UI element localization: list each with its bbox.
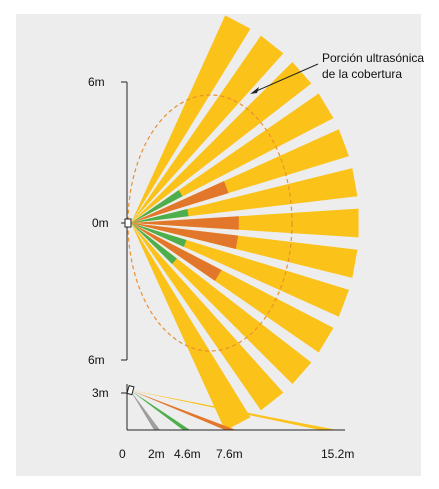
beam-4 [131,93,334,224]
side-ray-orange [130,390,236,430]
side-sensor-icon [126,385,135,396]
side-ray-green [130,390,190,430]
sensor-icon [124,218,132,228]
y-label-bottom: 6m [88,353,105,367]
ultrasonic-coverage-ellipse [127,94,293,352]
beam-2 [131,35,284,223]
x-tick-0: 0 [119,447,126,461]
side-ray-yellow [130,390,337,430]
x-tick-2m: 2m [148,447,165,461]
inner-mark-green-beam-3 [131,190,183,223]
inner-mark-green-beam-10 [131,223,177,264]
x-tick-7-6m: 7.6m [216,447,243,461]
x-tick-15-2m: 15.2m [321,447,354,461]
y-label-top: 6m [88,75,105,89]
beam-9 [131,223,349,317]
x-tick-4-6m: 4.6m [174,447,201,461]
beam-13 [131,223,251,431]
side-ray-gray [130,390,160,430]
annotation-arrow [253,63,319,93]
annotation-line2: de la cobertura [322,67,402,81]
inner-mark-orange-beam-6 [131,216,239,230]
beam-1 [131,15,251,224]
beam-6 [131,168,358,223]
beam-3 [131,61,312,224]
inner-mark-orange-beam-9 [131,223,222,281]
side-y-label: 3m [92,386,109,400]
y-label-center: 0m [92,216,109,230]
annotation-arrowhead [250,87,259,94]
beam-12 [131,223,284,411]
beam-11 [131,223,312,385]
inner-range-marks [131,181,239,281]
inner-mark-green-beam-5 [131,209,189,223]
side-view: 3m 0 2m 4.6m 7.6m 15.2m [92,384,354,461]
inner-mark-orange-beam-4 [131,181,229,223]
beam-7 [131,208,359,238]
inner-mark-orange-beam-7 [131,223,239,250]
inner-mark-green-beam-8 [131,223,187,247]
annotation-line1: Porción ultrasónica [322,51,424,65]
